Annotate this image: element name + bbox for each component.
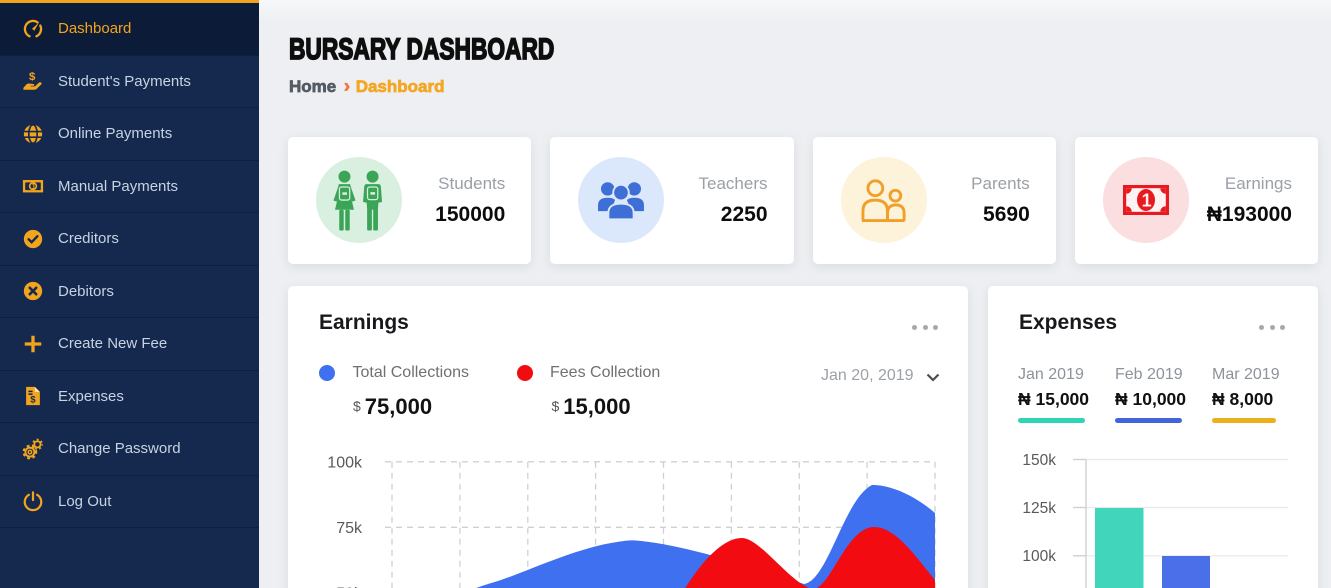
svg-text:125k: 125k — [1022, 500, 1056, 517]
svg-text:1: 1 — [1141, 191, 1151, 211]
svg-text:$: $ — [29, 71, 36, 83]
svg-text:100k: 100k — [1022, 548, 1056, 565]
svg-text:150k: 150k — [1022, 452, 1056, 469]
svg-text:1: 1 — [32, 182, 37, 191]
svg-text:100k: 100k — [327, 454, 363, 471]
svg-text:$: $ — [30, 395, 36, 406]
svg-text:75k: 75k — [336, 520, 363, 537]
